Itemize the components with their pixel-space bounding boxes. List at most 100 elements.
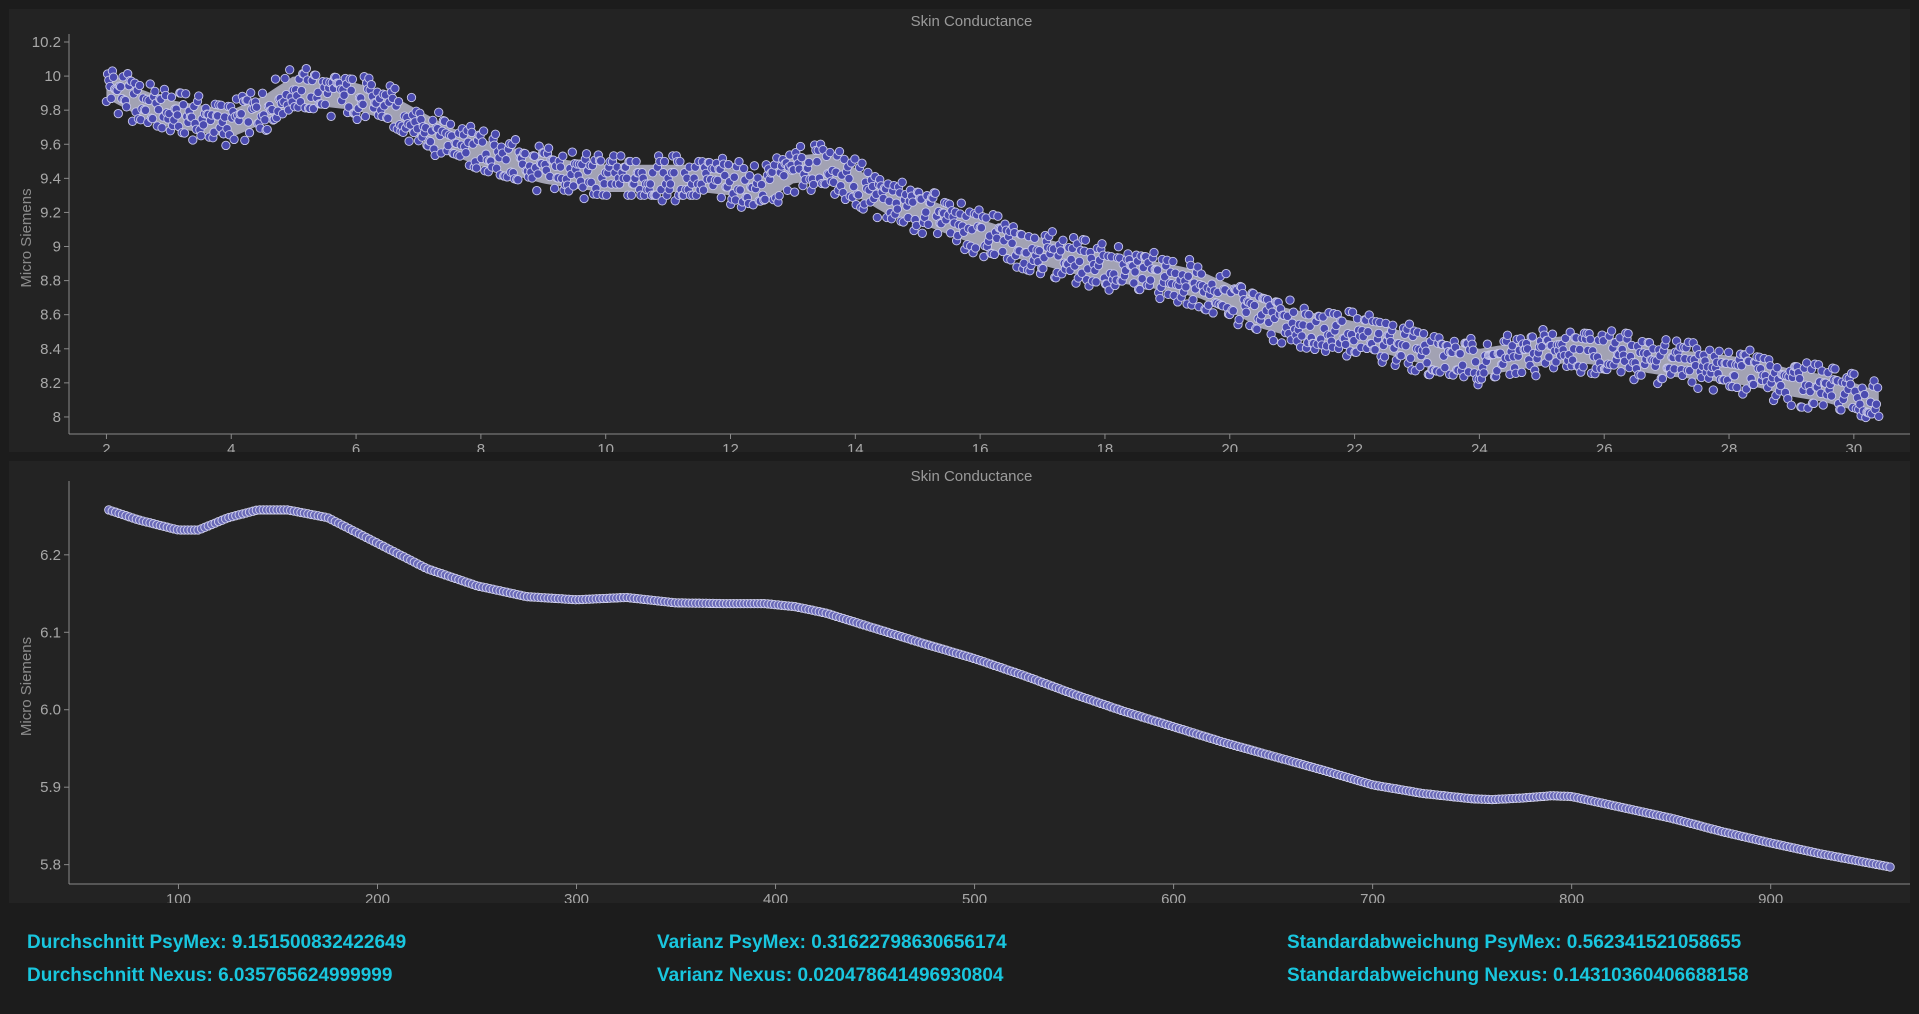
data-point (1288, 307, 1299, 317)
data-point (1551, 357, 1561, 367)
data-point (586, 177, 596, 188)
data-point (295, 97, 306, 107)
data-point (172, 110, 183, 120)
data-point (1693, 383, 1703, 393)
data-point (853, 190, 864, 200)
data-point (1560, 333, 1571, 344)
data-point (490, 129, 501, 139)
data-point (150, 86, 160, 97)
data-point (1575, 344, 1585, 355)
data-point (339, 90, 349, 100)
data-point (346, 85, 356, 96)
data-point (989, 249, 1000, 260)
data-point (270, 74, 281, 84)
data-point (344, 102, 354, 112)
data-point (739, 163, 749, 174)
data-point (1228, 306, 1238, 316)
data-point (923, 219, 933, 229)
x-tick-label: 500 (962, 891, 987, 903)
data-point (1058, 235, 1068, 245)
data-point (262, 124, 272, 135)
chart-title: Skin Conductance (911, 468, 1033, 485)
data-point (1871, 399, 1882, 409)
data-point (406, 92, 417, 103)
data-point (665, 179, 676, 189)
x-tick-label: 600 (1161, 891, 1186, 903)
y-tick-label: 9.8 (40, 102, 61, 119)
chart-panel-bottom: Skin Conductance Micro Siemens 5.8 5.9 6.0 6.… (9, 461, 1910, 903)
data-point (549, 183, 560, 194)
data-point (461, 148, 471, 158)
chart-top-svg: Skin Conductance Micro Siemens 8 8.2 8.4 8.6 8… (18, 13, 1910, 452)
data-point (1038, 263, 1048, 274)
data-point (1455, 349, 1465, 359)
data-point (897, 177, 907, 187)
data-point (1155, 293, 1165, 304)
y-tick-label: 9.6 (40, 136, 61, 153)
data-point (723, 159, 734, 170)
x-tick-label: 4 (227, 441, 235, 452)
data-point (543, 143, 554, 153)
data-point (1849, 369, 1859, 379)
data-point (1152, 265, 1163, 275)
y-tick-label: 6.2 (40, 547, 61, 564)
data-point (383, 113, 393, 123)
data-point (1363, 327, 1373, 337)
data-point (1145, 275, 1156, 285)
data-point (1285, 295, 1295, 305)
data-point (366, 80, 376, 90)
data-point (1188, 295, 1198, 305)
data-point (756, 179, 767, 190)
data-point (181, 89, 191, 99)
data-point (1149, 247, 1159, 258)
data-point (1374, 328, 1384, 339)
data-point (147, 113, 158, 124)
data-point (326, 111, 336, 121)
data-point (626, 190, 637, 200)
data-point (1415, 361, 1425, 372)
data-point (1055, 246, 1066, 256)
data-point (1657, 373, 1668, 384)
data-point (1687, 377, 1697, 387)
data-point (1872, 383, 1883, 393)
data-point (578, 182, 588, 192)
data-point (240, 135, 250, 146)
mean-psymex: Durchschnitt PsyMex: 9.151500832422649 (27, 932, 407, 953)
mean-nexus: Durchschnitt Nexus: 6.035765624999999 (27, 965, 393, 986)
data-point (1874, 411, 1884, 421)
x-tick-label: 30 (1845, 441, 1862, 452)
data-point (510, 135, 521, 145)
data-point (1705, 345, 1715, 355)
data-point (166, 92, 177, 102)
data-point (567, 147, 577, 157)
data-point (1786, 400, 1796, 410)
data-point (1567, 355, 1578, 365)
data-point (645, 179, 655, 189)
data-point (428, 115, 438, 126)
y-tick-label: 9.4 (40, 170, 61, 187)
data-point (1370, 345, 1380, 355)
data-point (1268, 335, 1279, 346)
data-point (115, 82, 126, 92)
chart-panel-top: Skin Conductance Micro Siemens 8 8.2 8.4 8.6 8… (9, 9, 1910, 452)
data-point (308, 104, 319, 114)
data-point (236, 109, 246, 119)
data-point (179, 128, 190, 138)
x-tick-label: 900 (1758, 891, 1783, 903)
y-tick-label: 10.2 (32, 34, 61, 51)
data-point (1047, 227, 1057, 237)
data-point (221, 140, 231, 151)
data-point (1547, 329, 1558, 339)
data-point (1468, 345, 1478, 355)
x-tick-label: 10 (597, 441, 614, 452)
data-point (1479, 368, 1489, 378)
data-point (1708, 385, 1718, 395)
x-tick-label: 16 (972, 441, 989, 452)
data-point (194, 91, 204, 101)
x-tick-label: 28 (1721, 441, 1738, 452)
x-tick-label: 300 (564, 891, 589, 903)
data-point (188, 135, 198, 145)
data-point (1130, 267, 1140, 277)
data-point (1208, 308, 1218, 318)
x-tick-label: 24 (1471, 441, 1488, 452)
